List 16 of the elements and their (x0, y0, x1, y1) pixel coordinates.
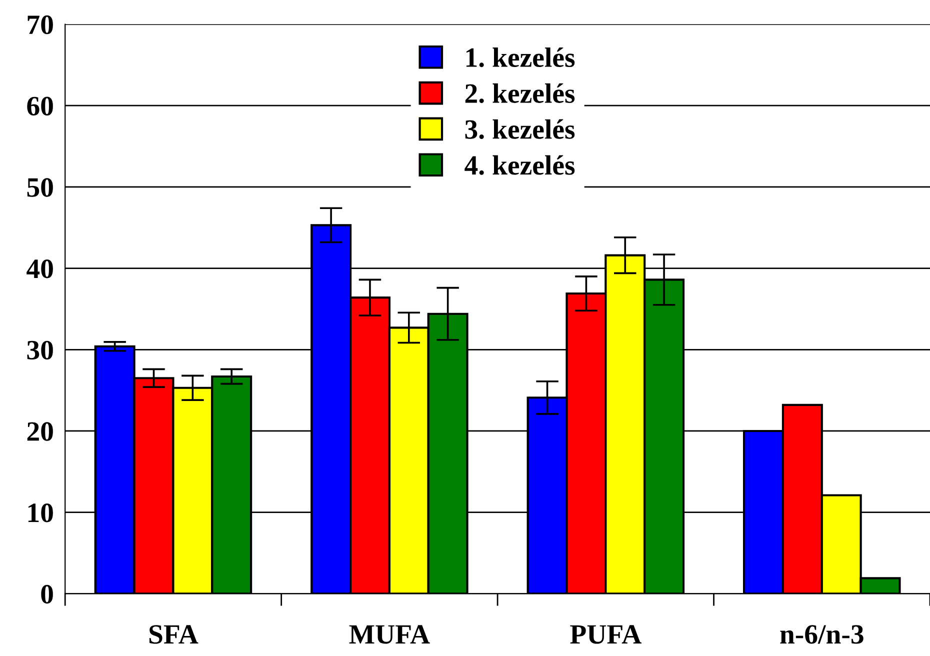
y-tick-label: 60 (27, 96, 53, 116)
legend-label: 1. kezelés (466, 47, 575, 68)
x-tick-label: SFA (149, 625, 198, 644)
y-tick-label: 40 (26, 259, 53, 278)
x-tick-label: n-6/n-3 (780, 625, 864, 644)
y-tick-label: 0 (41, 584, 53, 604)
y-tick-label: 70 (28, 15, 53, 34)
y-tick-label: 30 (27, 340, 53, 360)
legend-label: 3. kezelés (465, 119, 575, 139)
x-tick-label: MUFA (349, 625, 430, 644)
x-tick-label: PUFA (570, 625, 642, 644)
legend-label: 2. kezelés (465, 83, 575, 104)
y-tick-label: 10 (28, 504, 53, 522)
y-tick-label: 20 (27, 422, 53, 441)
y-tick-label: 50 (27, 178, 53, 197)
legend-label: 4. kezelés (464, 155, 575, 175)
